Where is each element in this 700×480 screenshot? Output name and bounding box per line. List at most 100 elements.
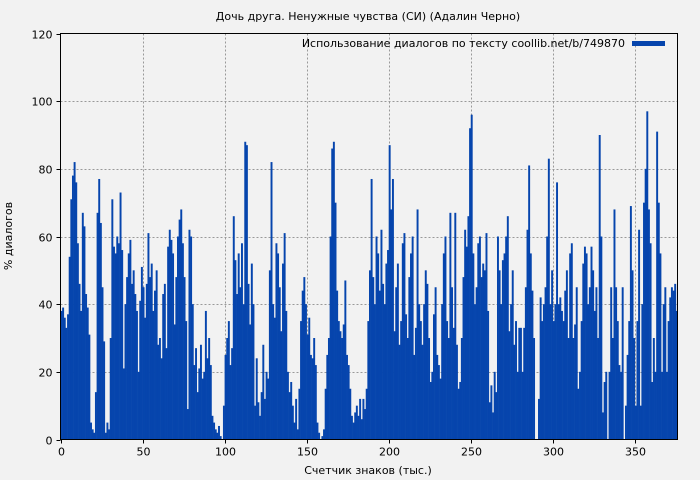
- bar: [541, 321, 544, 440]
- bar: [121, 250, 124, 440]
- bar: [203, 371, 206, 440]
- bar: [181, 243, 184, 440]
- y-tick-label: 80: [39, 164, 53, 177]
- bar: [163, 283, 166, 440]
- bar: [547, 158, 550, 440]
- bar: [252, 304, 255, 440]
- bar: [226, 338, 229, 440]
- y-tick-label: 60: [39, 232, 53, 245]
- bar: [654, 371, 657, 440]
- bar: [94, 392, 97, 440]
- bar: [595, 287, 598, 440]
- bar: [577, 388, 580, 440]
- bar: [254, 405, 257, 440]
- bar: [582, 263, 585, 440]
- ticks: 0 50 100 150 200 250 300 350 0 20 40 60 80 100 120: [32, 29, 647, 459]
- bar: [282, 263, 284, 440]
- x-tick-label: 50: [137, 446, 151, 459]
- bar: [533, 338, 536, 440]
- bar: [114, 253, 117, 440]
- bar: [63, 317, 66, 440]
- bar: [524, 287, 527, 440]
- bar: [183, 277, 186, 440]
- bar: [418, 304, 421, 440]
- bar: [336, 290, 339, 440]
- bar: [244, 141, 247, 440]
- bar: [211, 415, 214, 440]
- bar: [295, 398, 298, 440]
- bar: [557, 304, 560, 440]
- bar: [260, 392, 263, 440]
- bar: [436, 354, 439, 440]
- bar: [71, 175, 74, 440]
- bar: [129, 239, 132, 440]
- bar: [498, 270, 501, 440]
- legend-label: Использование диалогов по тексту coollib…: [302, 37, 625, 50]
- bar: [188, 229, 191, 440]
- bar: [503, 253, 506, 440]
- bar: [150, 263, 153, 440]
- bar: [651, 381, 654, 440]
- bar: [145, 283, 148, 440]
- bar: [108, 429, 111, 440]
- bar: [495, 392, 498, 440]
- bar: [131, 283, 134, 440]
- bar: [442, 253, 445, 440]
- bar: [579, 371, 581, 440]
- bar: [451, 287, 453, 440]
- bar: [272, 304, 275, 440]
- bar: [313, 338, 316, 440]
- bar: [139, 300, 142, 440]
- bar: [652, 338, 655, 440]
- bar: [314, 365, 317, 440]
- bar: [416, 209, 419, 440]
- bar: [222, 405, 225, 440]
- bar: [305, 304, 307, 440]
- bar: [232, 216, 235, 440]
- bar: [137, 371, 140, 440]
- x-tick-label: 150: [297, 446, 318, 459]
- bar: [444, 236, 447, 440]
- bar: [362, 398, 365, 440]
- bar: [554, 304, 557, 440]
- bar: [347, 365, 350, 440]
- bar: [216, 432, 219, 440]
- bar: [500, 304, 503, 440]
- bar: [666, 371, 668, 440]
- bar: [480, 277, 483, 440]
- bar: [629, 206, 632, 440]
- bar: [249, 324, 252, 440]
- bar: [423, 304, 426, 440]
- bar: [641, 304, 644, 440]
- bar: [277, 253, 280, 440]
- bar: [528, 165, 531, 440]
- bar: [539, 297, 542, 440]
- bar: [75, 182, 78, 440]
- bar: [185, 321, 188, 440]
- bar: [263, 398, 266, 440]
- bar: [296, 429, 299, 440]
- bar: [370, 178, 373, 440]
- bar: [80, 310, 83, 440]
- bar: [467, 216, 470, 440]
- bar: [493, 371, 496, 440]
- bar: [401, 243, 404, 440]
- bar: [447, 338, 450, 440]
- bar: [247, 283, 250, 440]
- bar: [421, 344, 424, 440]
- bar: [85, 294, 88, 440]
- bar: [643, 202, 645, 440]
- bar: [380, 229, 383, 440]
- bar: [204, 310, 207, 440]
- bar: [357, 415, 360, 440]
- bar: [501, 260, 504, 440]
- bar: [199, 344, 202, 440]
- bar: [388, 145, 391, 440]
- bar: [134, 294, 137, 440]
- bar: [227, 321, 230, 440]
- bar: [339, 331, 342, 440]
- bar: [523, 327, 526, 440]
- bar: [562, 321, 565, 440]
- bar: [542, 304, 545, 440]
